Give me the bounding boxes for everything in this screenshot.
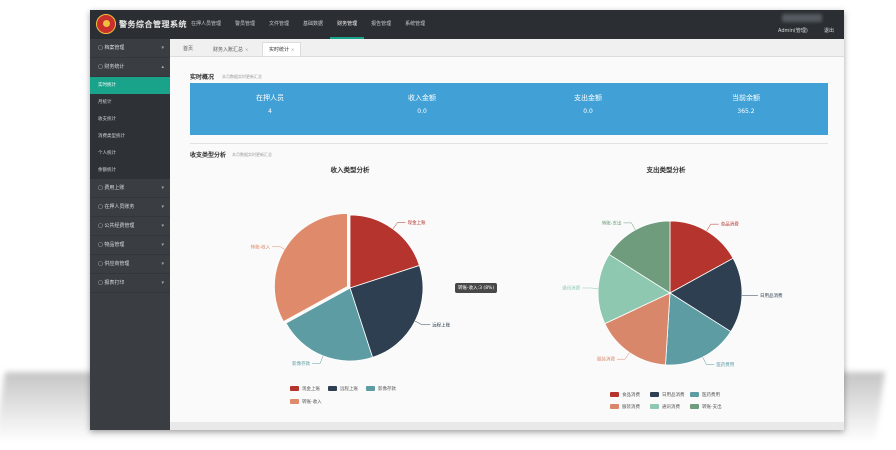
- sidebar-sub-balance[interactable]: 余额统计: [90, 162, 170, 179]
- sidebar-item-public-funds[interactable]: ▢ 公共经费管理 ▾: [90, 217, 170, 236]
- app-window: 警务综合管理系统 在押人员管理 警员管理 文件管理 基础数据 财务管理 报告管理…: [90, 10, 844, 430]
- sidebar-item-label: 供应商管理: [104, 261, 129, 267]
- pie-label-2: 影像存款: [292, 360, 310, 367]
- pie-label-line-4: [582, 288, 598, 289]
- user-name[interactable]: Admin(管理): [778, 27, 808, 34]
- legend-item[interactable]: 影像存款: [366, 386, 396, 392]
- pie-label-4: 通讯消费: [562, 284, 580, 291]
- sidebar-item-archives[interactable]: ▢ 档案管理 ▾: [90, 39, 170, 58]
- legend-item[interactable]: 通讯消费: [650, 404, 680, 410]
- legend-swatch: [290, 399, 299, 404]
- top-nav: 在押人员管理 警员管理 文件管理 基础数据 财务管理 报告管理 系统管理: [184, 10, 432, 39]
- sidebar-item-label: 在押人员账务: [104, 204, 134, 210]
- sidebar-sub-monthly[interactable]: 月统计: [90, 94, 170, 111]
- legend-swatch: [328, 386, 337, 391]
- chevron-down-icon: ▾: [161, 217, 164, 236]
- blurred-user-info: [782, 14, 822, 22]
- chevron-down-icon: ▾: [161, 255, 164, 274]
- sidebar-item-goods[interactable]: ▢ 物品管理 ▾: [90, 236, 170, 255]
- chevron-down-icon: ▾: [161, 39, 164, 58]
- legend-swatch: [650, 404, 659, 409]
- nav-item-files[interactable]: 文件管理: [262, 10, 296, 39]
- sidebar-item-suppliers[interactable]: ▢ 供应商管理 ▾: [90, 255, 170, 274]
- sidebar-item-label: 报表打印: [104, 280, 124, 286]
- legend-label: 日用品消费: [662, 393, 685, 398]
- pie-label-line-3: [617, 353, 629, 360]
- sidebar: ▢ 档案管理 ▾ ▢ 财务统计 ▴ 实时统计 月统计 收支统计 消费类型统计 个…: [90, 39, 170, 430]
- sidebar-item-finance-stats[interactable]: ▢ 财务统计 ▴: [90, 58, 170, 77]
- legend-swatch: [610, 404, 619, 409]
- sidebar-item-report-print[interactable]: ▢ 报表打印 ▾: [90, 274, 170, 293]
- legend-item[interactable]: 转账-支出: [690, 404, 722, 410]
- pie-label-1: 日用品消费: [760, 292, 783, 299]
- logout-link[interactable]: 退出: [824, 27, 834, 34]
- legend-item[interactable]: 日用品消费: [650, 392, 685, 398]
- chevron-down-icon: ▾: [161, 198, 164, 217]
- chevron-up-icon: ▴: [161, 58, 164, 77]
- legend-item[interactable]: 医药费用: [690, 392, 720, 398]
- legend-swatch: [690, 392, 699, 397]
- app-brand: 警务综合管理系统: [119, 19, 187, 30]
- nav-item-system[interactable]: 系统管理: [398, 10, 432, 39]
- sidebar-sub-income-expense[interactable]: 收支统计: [90, 111, 170, 128]
- nav-item-finance[interactable]: 财务管理: [330, 10, 364, 39]
- legend-label: 影像存款: [378, 387, 396, 392]
- sidebar-item-fee-posting[interactable]: ▢ 费用上账 ▾: [90, 179, 170, 198]
- legend-swatch: [290, 386, 299, 391]
- pie-label-line-5: [623, 223, 635, 230]
- legend-label: 服装消费: [622, 405, 640, 410]
- sidebar-item-label: 档案管理: [104, 45, 124, 51]
- chevron-down-icon: ▾: [161, 236, 164, 255]
- sidebar-sub-realtime[interactable]: 实时统计: [90, 77, 170, 94]
- legend-label: 现金上账: [302, 387, 320, 392]
- pie-label-line-2: [312, 356, 323, 363]
- sidebar-sub-personal[interactable]: 个人统计: [90, 145, 170, 162]
- nav-item-basic-data[interactable]: 基础数据: [296, 10, 330, 39]
- bottom-strip: [170, 422, 844, 430]
- legend-label: 食品消费: [622, 393, 640, 398]
- legend-swatch: [690, 404, 699, 409]
- legend-item[interactable]: 服装消费: [610, 404, 640, 410]
- legend-item[interactable]: 食品消费: [610, 392, 640, 398]
- sidebar-item-detainee-accounts[interactable]: ▢ 在押人员账务 ▾: [90, 198, 170, 217]
- chevron-down-icon: ▾: [161, 274, 164, 293]
- sidebar-sub-consumption-type[interactable]: 消费类型统计: [90, 128, 170, 145]
- legend-item[interactable]: 现金上账: [290, 386, 320, 392]
- legend-label: 远程上账: [340, 387, 358, 392]
- pie-label-0: 食品消费: [721, 221, 739, 228]
- pie-label-5: 转账-支出: [602, 219, 622, 226]
- nav-item-detainees[interactable]: 在押人员管理: [184, 10, 228, 39]
- sidebar-item-label: 物品管理: [104, 242, 124, 248]
- main-content: 首页 财务入账汇总 × 实时统计 × 实时概况 本月数据实时更新汇总 在押人员 4 …: [170, 39, 844, 430]
- nav-item-reports[interactable]: 报告管理: [364, 10, 398, 39]
- pie-label-line-2: [703, 357, 715, 364]
- legend-swatch: [366, 386, 375, 391]
- legend-swatch: [610, 392, 619, 397]
- sidebar-item-label: 财务统计: [104, 64, 124, 70]
- sidebar-item-label: 公共经费管理: [104, 223, 134, 229]
- chevron-down-icon: ▾: [161, 179, 164, 198]
- legend-item[interactable]: 转账-收入: [290, 399, 322, 405]
- sidebar-item-label: 费用上账: [104, 185, 124, 191]
- pie-label-2: 医药费用: [716, 361, 734, 368]
- legend-label: 转账-收入: [302, 400, 322, 405]
- police-badge-icon: [96, 14, 116, 34]
- legend-label: 医药费用: [702, 393, 720, 398]
- legend-label: 转账-支出: [702, 405, 722, 410]
- chart-tooltip: 转账-收入:3 (8%): [455, 283, 497, 293]
- top-bar: 警务综合管理系统 在押人员管理 警员管理 文件管理 基础数据 财务管理 报告管理…: [90, 10, 844, 39]
- nav-item-officers[interactable]: 警员管理: [228, 10, 262, 39]
- legend-swatch: [650, 392, 659, 397]
- pie-label-3: 服装消费: [597, 356, 615, 363]
- legend-item[interactable]: 远程上账: [328, 386, 358, 392]
- legend-label: 通讯消费: [662, 405, 680, 410]
- pie-label-line-0: [707, 224, 719, 231]
